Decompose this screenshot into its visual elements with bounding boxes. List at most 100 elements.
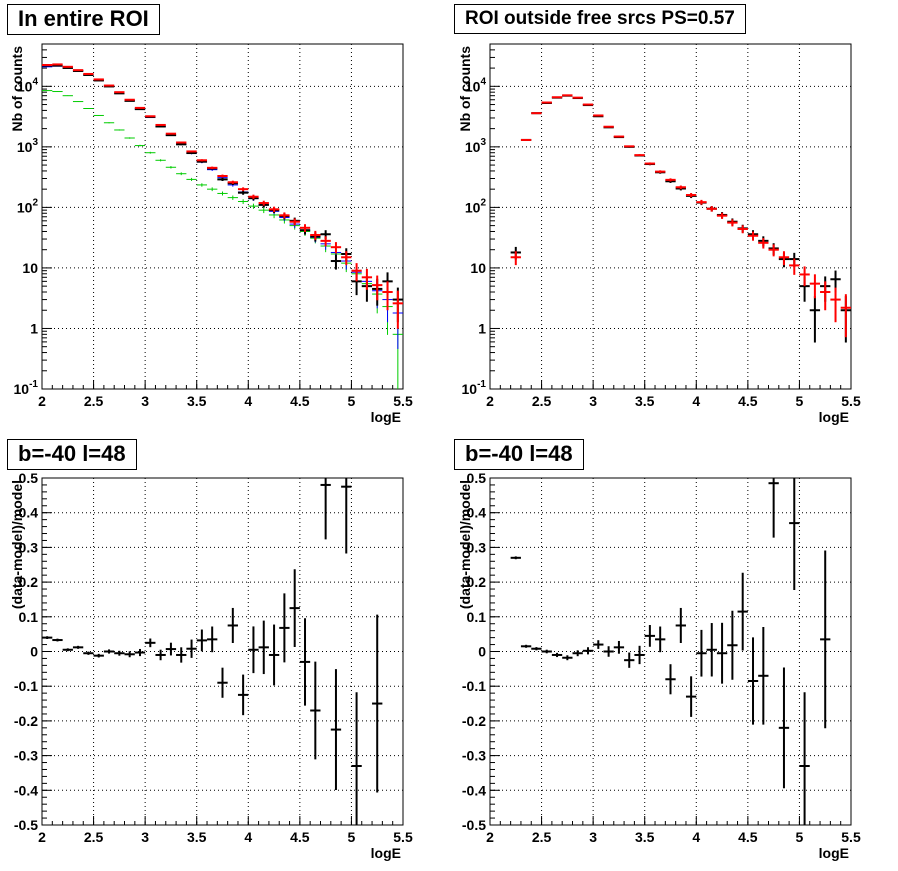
data-point [145, 115, 156, 118]
x-axis-label: logE [819, 845, 849, 861]
x-tick-label: 4 [244, 829, 252, 845]
data-point [634, 154, 645, 157]
y-tick-label: 10 [470, 260, 486, 276]
x-axis-label: logE [371, 409, 401, 425]
data-point [258, 200, 269, 206]
data-point [83, 651, 94, 655]
data-point [134, 648, 146, 657]
data-point [572, 96, 583, 99]
data-point [330, 242, 342, 254]
series-4 [42, 63, 403, 329]
data-point [520, 138, 532, 141]
plot-frame [41, 43, 404, 390]
x-tick-label: 4.5 [738, 393, 758, 409]
data-point [809, 274, 821, 299]
data-point [716, 622, 728, 684]
data-point [593, 640, 604, 649]
data-point [351, 692, 362, 825]
data-point [603, 646, 614, 657]
y-tick-label: -0.3 [462, 748, 486, 764]
data-point [83, 108, 94, 110]
data-point [820, 281, 831, 311]
data-point [510, 556, 521, 560]
data-point [562, 94, 573, 97]
y-tick-label: 10-1 [14, 379, 39, 397]
data-point [217, 177, 228, 181]
y-tick-label: 0.5 [19, 470, 39, 486]
data-point [186, 150, 197, 153]
data-point [685, 193, 697, 198]
data-point [510, 251, 521, 266]
data-point [320, 236, 331, 247]
data-point [330, 254, 342, 270]
data-point [145, 151, 156, 154]
data-point [227, 607, 238, 644]
data-point [155, 125, 166, 128]
data-point [747, 231, 759, 241]
data-point [644, 162, 656, 165]
y-tick-label: 103 [465, 137, 487, 155]
data-point [675, 185, 686, 190]
x-tick-label: 3.5 [187, 393, 207, 409]
data-point [207, 626, 218, 653]
series-2 [510, 94, 851, 338]
data-point [42, 90, 53, 92]
y-axis-label: Nb of counts [457, 46, 473, 132]
x-tick-label: 5 [796, 829, 804, 845]
data-point [114, 129, 125, 131]
data-point [196, 159, 208, 162]
data-point [134, 144, 146, 147]
y-tick-label: 0.1 [467, 609, 487, 625]
y-tick-label: 0 [478, 644, 486, 660]
series-1 [510, 94, 851, 343]
data-point [372, 275, 383, 301]
data-point [237, 674, 249, 716]
data-point [737, 572, 748, 651]
data-point [165, 642, 177, 656]
data-point [279, 212, 290, 219]
data-point [727, 219, 738, 227]
data-point [227, 195, 238, 200]
data-point [248, 626, 259, 674]
data-point [789, 478, 800, 590]
x-tick-label: 3 [141, 829, 149, 845]
data-point [237, 199, 249, 204]
data-point [93, 114, 104, 116]
data-point [613, 135, 625, 138]
x-tick-label: 5 [796, 393, 804, 409]
data-layer [42, 63, 403, 389]
data-point [114, 650, 125, 656]
data-point [237, 187, 249, 192]
panel2-title: ROI outside free srcs PS=0.57 [454, 4, 746, 34]
data-point [531, 647, 542, 651]
data-point [737, 225, 748, 234]
data-point [820, 550, 831, 729]
data-point [551, 96, 563, 99]
data-point [155, 649, 166, 661]
data-point [186, 639, 197, 658]
data-point [52, 638, 63, 642]
y-tick-label: 102 [465, 197, 487, 215]
data-point [341, 478, 352, 554]
plot-3: 2 2.5 3 3.5 4 4.5 5 5.5 -0.5 -0.4 -0.3 -0.2 -0.1 0 0.1… [9, 470, 413, 861]
data-point [716, 212, 728, 219]
y-tick-label: -0.1 [462, 678, 486, 694]
plot-4: 2 2.5 3 3.5 4 4.5 5 5.5 -0.5 -0.4 -0.3 -0.2 -0.1 0 0.1… [457, 470, 861, 861]
data-point [665, 664, 676, 695]
data-point [696, 199, 707, 205]
data-point [768, 478, 779, 538]
data-point [758, 238, 769, 249]
y-tick-label: -0.1 [14, 678, 38, 694]
y-tick-label: 0.5 [467, 470, 487, 486]
x-tick-label: 2.5 [532, 829, 552, 845]
data-point [727, 610, 738, 680]
data-point [176, 143, 187, 146]
data-point [382, 281, 393, 311]
data-point [593, 114, 604, 117]
data-point [351, 263, 362, 282]
panel1-title: In entire ROI [7, 4, 160, 35]
data-point [562, 655, 573, 661]
x-tick-label: 5.5 [841, 393, 861, 409]
